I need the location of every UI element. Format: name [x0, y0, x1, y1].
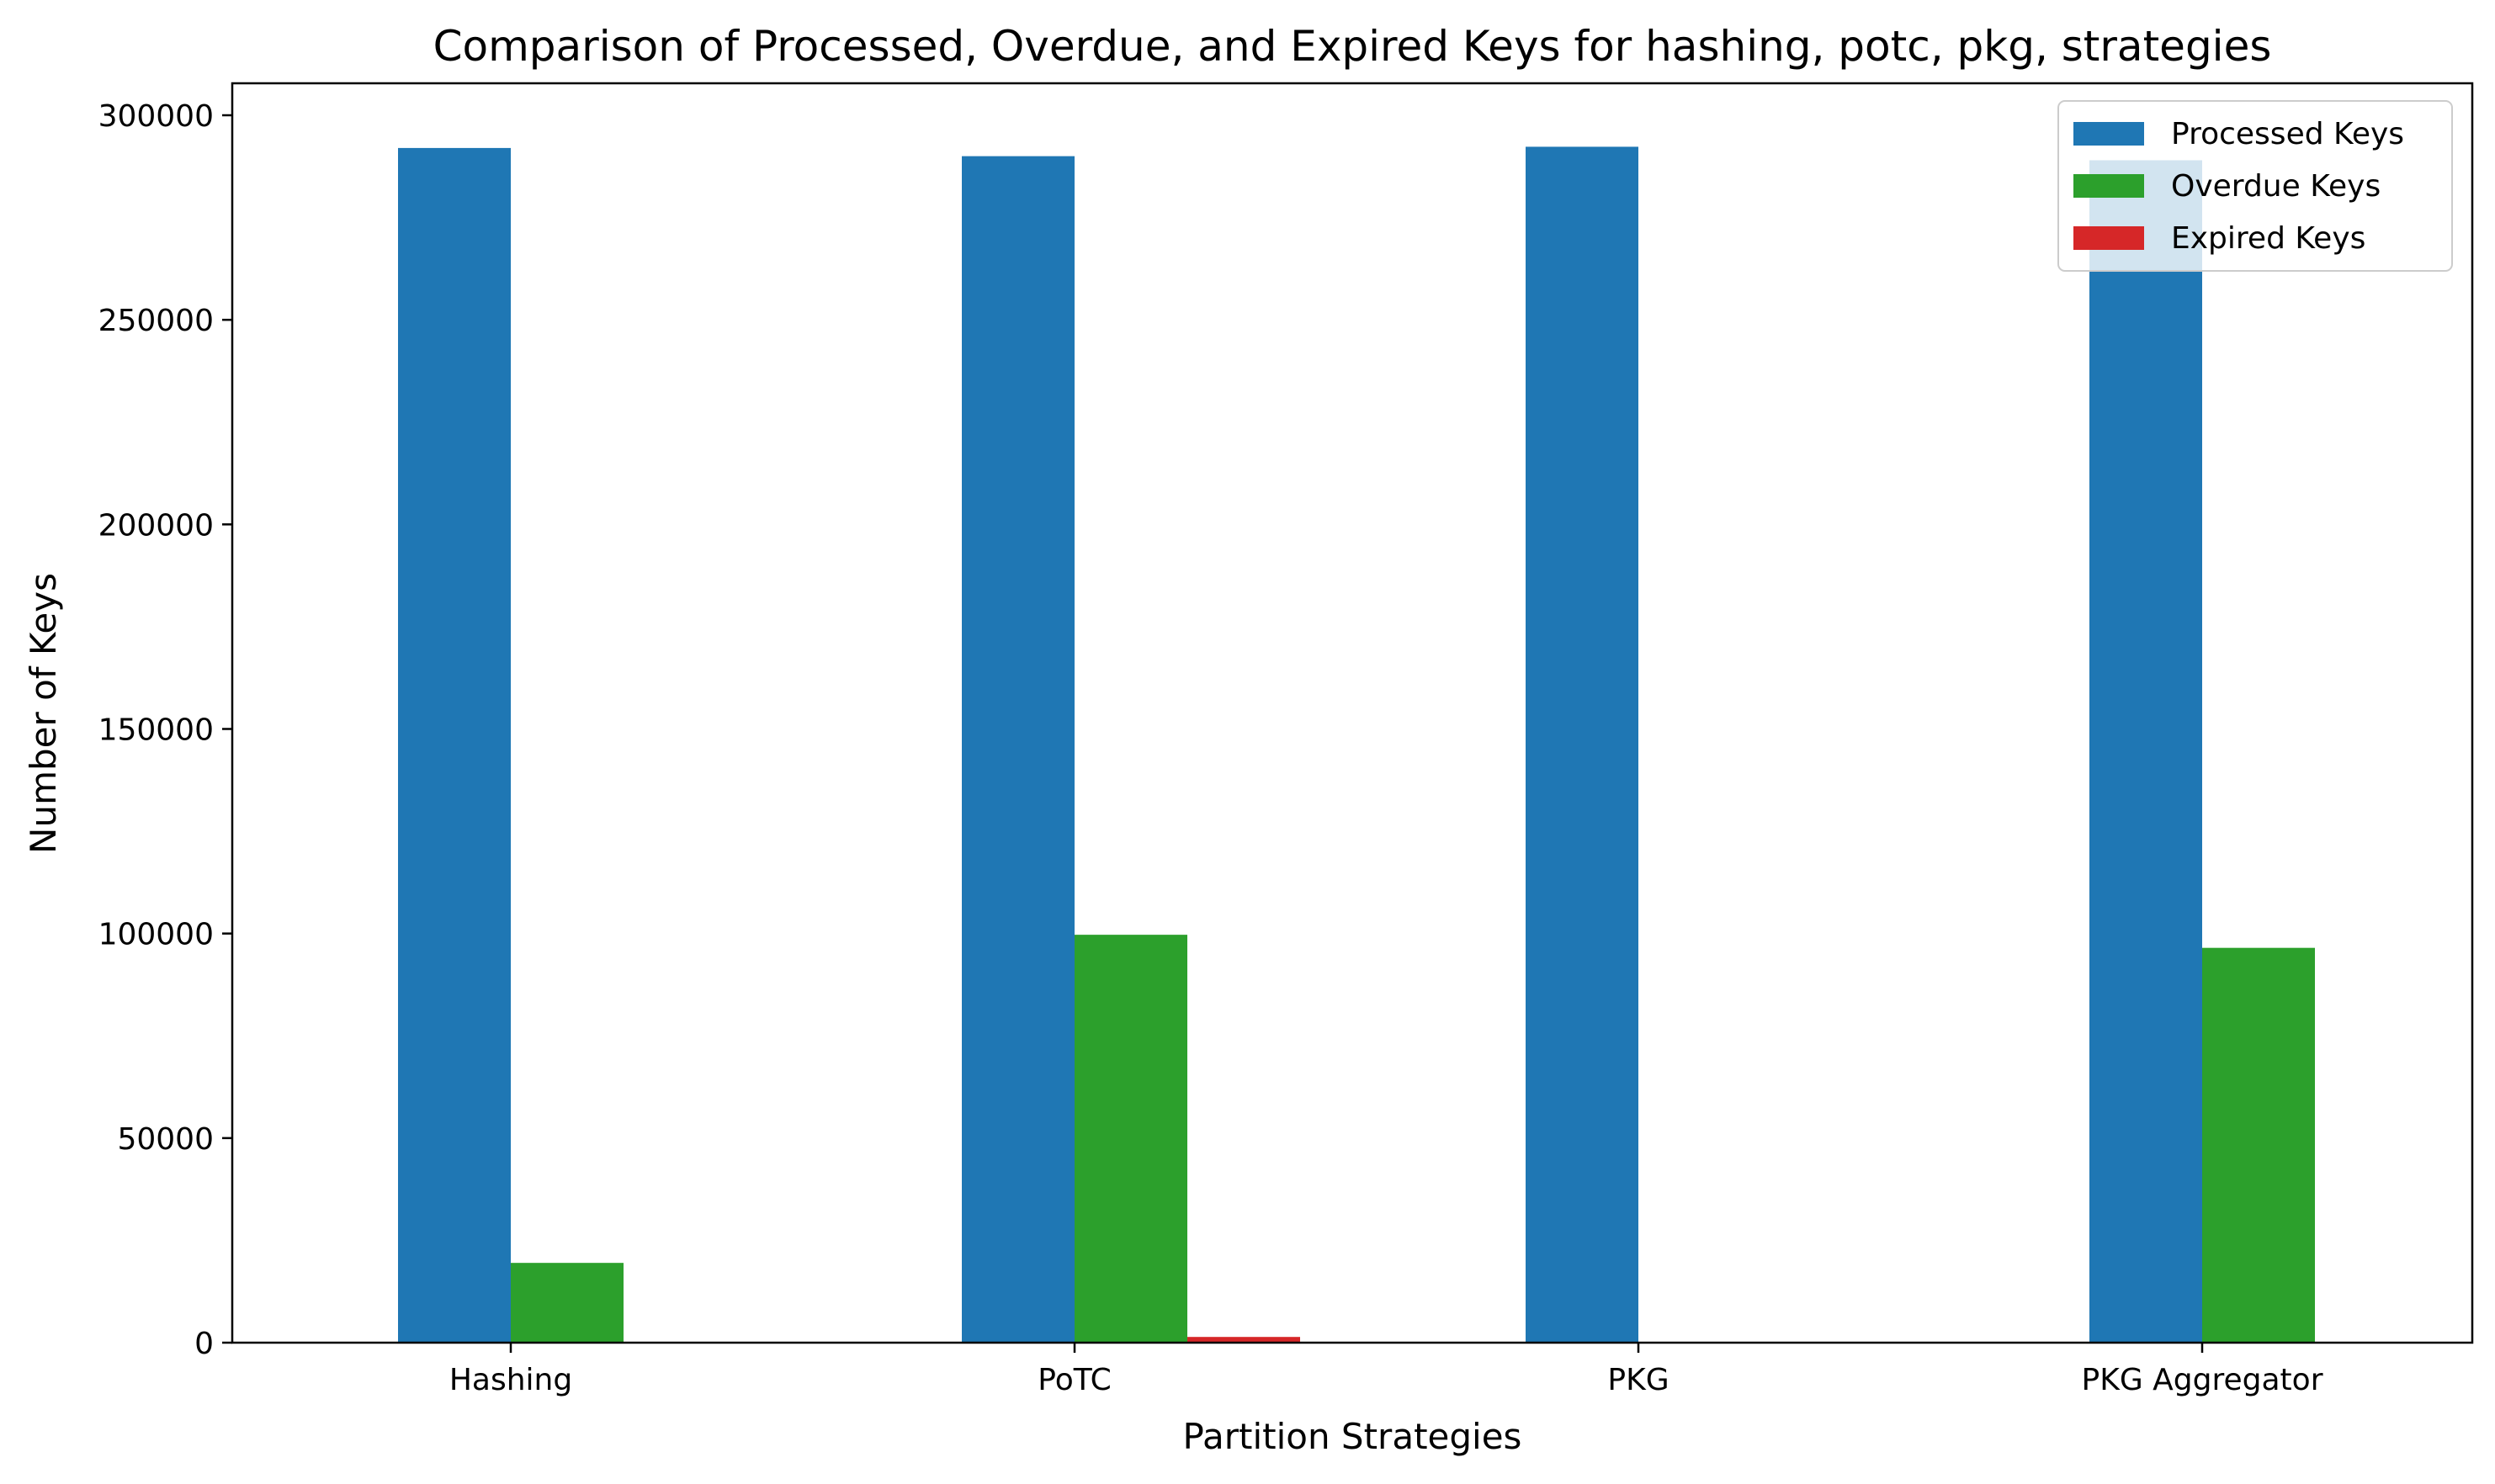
y-tick-label: 250000: [98, 304, 214, 338]
x-axis: Hashing PoTC PKG PKG Aggregator: [449, 1343, 2323, 1397]
legend-swatch: [2073, 174, 2144, 198]
legend-box: [2057, 100, 2453, 272]
plot-frame: [231, 82, 2474, 1344]
y-axis: 0 50000 100000 150000 200000 250000 300000: [98, 99, 232, 1361]
y-tick-label: 200000: [98, 508, 214, 543]
y-axis-label: Number of Keys: [23, 573, 64, 854]
bar-expired-keys-potc: [1187, 1337, 1300, 1343]
y-tick-label: 100000: [98, 918, 214, 952]
bars-group: [398, 146, 2315, 1344]
bar-processed-keys-hashing: [398, 147, 511, 1344]
chart-title: Comparison of Processed, Overdue, and Ex…: [433, 22, 2272, 71]
legend-label: Expired Keys: [2171, 221, 2365, 256]
x-axis-label: Partition Strategies: [1183, 1416, 1522, 1457]
bar-processed-keys-potc: [962, 156, 1075, 1344]
bar-processed-keys-pkg: [1526, 146, 1638, 1344]
bar-processed-keys-pkg-aggregator: [2089, 160, 2202, 1343]
legend-swatch: [2073, 122, 2144, 146]
legend-label: Overdue Keys: [2171, 169, 2381, 204]
y-tick-label: 50000: [117, 1122, 214, 1157]
x-tick-label: Hashing: [449, 1363, 572, 1397]
bar-overdue-keys-potc: [1075, 935, 1187, 1343]
y-tick-label: 300000: [98, 99, 214, 134]
x-tick-label: PoTC: [1038, 1363, 1111, 1397]
x-tick-label: PKG Aggregator: [2082, 1363, 2323, 1397]
y-tick-label: 150000: [98, 713, 214, 748]
bar-overdue-keys-pkg-aggregator: [2202, 947, 2315, 1343]
legend: Processed Keys Overdue Keys Expired Keys: [2057, 100, 2453, 272]
bar-overdue-keys-hashing: [511, 1263, 624, 1343]
y-tick-label: 0: [194, 1327, 214, 1361]
legend-swatch: [2073, 226, 2144, 250]
legend-label: Processed Keys: [2171, 117, 2404, 151]
x-tick-label: PKG: [1607, 1363, 1669, 1397]
